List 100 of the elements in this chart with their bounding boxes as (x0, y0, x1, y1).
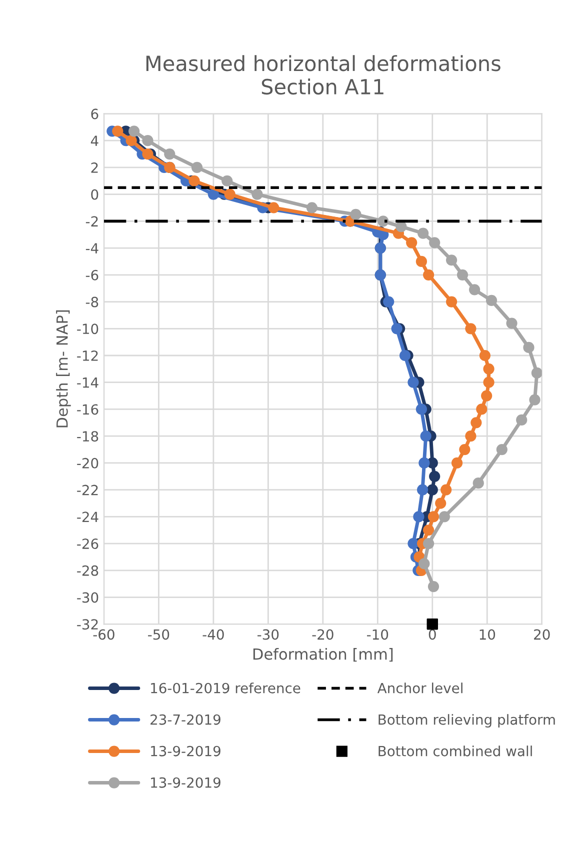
point (506, 318, 518, 329)
legend-label: Bottom relieving platform (378, 714, 555, 728)
point (486, 294, 498, 306)
point (428, 580, 440, 592)
point (429, 470, 440, 482)
point (416, 404, 427, 415)
point (188, 175, 200, 186)
y-tick-label: -4 (86, 243, 98, 254)
point (252, 188, 263, 200)
point (428, 511, 440, 522)
point (128, 126, 140, 137)
point (426, 618, 438, 630)
y-tick-label: -18 (77, 431, 98, 442)
y-tick-label: -26 (77, 538, 98, 550)
point (408, 376, 419, 388)
point (208, 188, 219, 200)
point (350, 208, 362, 220)
legend-label: 16-01-2019 reference (151, 682, 300, 694)
point (406, 237, 418, 248)
point (479, 350, 490, 362)
y-tick-label: -8 (86, 296, 98, 308)
y-tick-label: -20 (77, 458, 98, 468)
point (483, 363, 494, 374)
y-tick-label: -6 (86, 270, 98, 280)
y-tick-label: 4 (90, 136, 98, 146)
point (426, 484, 438, 496)
point (468, 284, 480, 296)
point (142, 135, 154, 146)
x-tick-label: 20 (534, 629, 550, 640)
point (142, 148, 154, 160)
x-tick-label: -10 (366, 629, 388, 640)
point (391, 323, 402, 334)
point (476, 404, 488, 415)
legend-label: Anchor level (377, 682, 462, 694)
point (126, 135, 137, 146)
y-tick-label: -12 (77, 350, 98, 361)
point (418, 228, 429, 239)
point (408, 538, 419, 550)
point (222, 175, 233, 186)
y-tick-label: -2 (86, 216, 98, 226)
point (112, 126, 124, 137)
x-tick-label: -60 (93, 629, 114, 640)
point (483, 376, 494, 388)
y-tick-label: -30 (77, 592, 98, 603)
point (378, 216, 389, 227)
point (496, 444, 508, 456)
y-tick-label: -10 (77, 324, 98, 334)
y-tick-label: -16 (77, 404, 98, 415)
point (416, 484, 428, 496)
point (435, 498, 446, 509)
x-tick-label: -30 (258, 629, 279, 640)
point (429, 237, 440, 248)
y-tick-label: -24 (77, 512, 98, 522)
y-tick-label: 2 (91, 162, 98, 173)
point (418, 457, 430, 469)
point (268, 202, 280, 214)
x-tick-label: -40 (202, 629, 224, 640)
point (472, 478, 484, 489)
x-tick-label: 10 (480, 629, 496, 640)
y-tick-label: 6 (91, 108, 98, 120)
point (416, 256, 427, 268)
point (420, 430, 432, 442)
point (440, 484, 452, 496)
y-tick-label: -28 (77, 565, 98, 576)
point (456, 269, 468, 280)
point (191, 162, 203, 173)
point (438, 511, 450, 522)
x-tick-label: 0 (428, 629, 436, 640)
y-tick-label: -14 (77, 378, 98, 388)
point (516, 414, 528, 426)
legend-label: 23-7-2019 (150, 714, 220, 725)
point (529, 394, 540, 406)
y-tick-label: -22 (77, 484, 98, 496)
point (418, 558, 430, 570)
legend-label: 13-9-2019 (151, 777, 220, 788)
point (451, 457, 463, 469)
point (523, 342, 534, 353)
point (423, 269, 434, 280)
point (306, 202, 318, 214)
point (164, 148, 176, 160)
point (224, 188, 236, 200)
point (465, 323, 476, 334)
point (531, 367, 542, 379)
point (423, 524, 434, 536)
point (459, 444, 470, 456)
x-tick-label: -50 (148, 629, 170, 640)
point (413, 511, 424, 522)
point (446, 254, 458, 266)
point (446, 296, 458, 308)
chart-title: Measured horizontal deformations Section A11 (146, 55, 500, 95)
x-tick-label: -20 (312, 629, 334, 640)
legend-label: 13-9-2019 (151, 746, 220, 756)
point (470, 417, 482, 428)
point (481, 390, 492, 402)
point (383, 296, 394, 308)
x-axis-title: Deformation [mm] (253, 648, 393, 662)
y-axis-title: Depth [m- NAP] (56, 310, 71, 428)
point (399, 350, 411, 362)
point (423, 538, 434, 550)
y-tick-label: -32 (77, 619, 98, 630)
